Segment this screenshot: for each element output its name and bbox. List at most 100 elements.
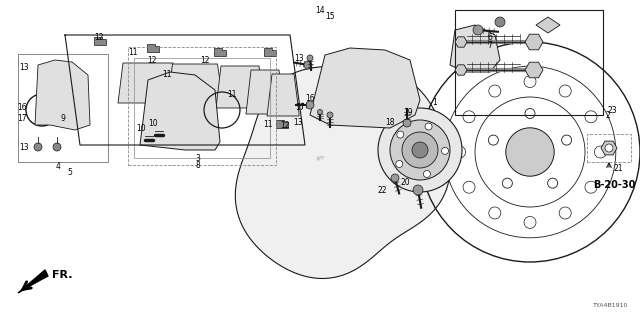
- Text: 12: 12: [94, 33, 104, 42]
- Circle shape: [489, 207, 501, 219]
- Circle shape: [327, 112, 333, 118]
- Text: 13: 13: [19, 142, 29, 151]
- Polygon shape: [450, 25, 500, 72]
- Text: 16: 16: [305, 93, 315, 102]
- Circle shape: [489, 85, 501, 97]
- Text: 9: 9: [61, 114, 65, 123]
- Text: 11: 11: [227, 90, 237, 99]
- Text: A/n: A/n: [315, 155, 325, 162]
- Polygon shape: [525, 62, 543, 78]
- Polygon shape: [536, 17, 560, 33]
- Text: 4: 4: [56, 162, 60, 171]
- Circle shape: [412, 142, 428, 158]
- Circle shape: [495, 17, 505, 27]
- Circle shape: [402, 132, 438, 168]
- Circle shape: [473, 25, 483, 35]
- Text: 13: 13: [19, 62, 29, 71]
- Text: 20: 20: [400, 178, 410, 187]
- Circle shape: [306, 101, 314, 109]
- Circle shape: [304, 61, 312, 69]
- Bar: [134, 58, 270, 158]
- Text: 6: 6: [488, 33, 492, 42]
- Circle shape: [391, 174, 399, 182]
- Text: 2: 2: [605, 110, 611, 119]
- Circle shape: [585, 181, 597, 193]
- Text: 11: 11: [163, 69, 172, 78]
- Text: 12: 12: [147, 55, 157, 65]
- Circle shape: [413, 185, 423, 195]
- Text: 13: 13: [293, 117, 303, 126]
- Circle shape: [396, 160, 403, 167]
- Text: 5: 5: [68, 167, 72, 177]
- Text: 11: 11: [263, 119, 273, 129]
- Text: 1: 1: [433, 98, 437, 107]
- Polygon shape: [35, 60, 90, 130]
- Circle shape: [559, 85, 572, 97]
- Bar: [128, 47, 276, 165]
- Circle shape: [502, 178, 513, 188]
- Circle shape: [378, 108, 462, 192]
- Circle shape: [34, 143, 42, 151]
- Circle shape: [317, 109, 323, 115]
- Circle shape: [424, 171, 430, 178]
- Circle shape: [425, 123, 432, 130]
- Polygon shape: [601, 141, 617, 155]
- Text: 18: 18: [385, 117, 395, 126]
- Circle shape: [463, 111, 475, 123]
- Circle shape: [585, 111, 597, 123]
- Text: 23: 23: [607, 106, 617, 115]
- Polygon shape: [168, 64, 223, 102]
- Polygon shape: [264, 48, 276, 56]
- Text: TYA4B1910: TYA4B1910: [593, 303, 628, 308]
- Text: 10: 10: [136, 124, 146, 132]
- Polygon shape: [147, 44, 159, 52]
- Polygon shape: [216, 66, 264, 108]
- Text: 13: 13: [294, 53, 304, 62]
- Circle shape: [562, 135, 572, 145]
- Circle shape: [548, 178, 557, 188]
- Text: 8: 8: [196, 161, 200, 170]
- Circle shape: [488, 135, 499, 145]
- Text: 11: 11: [128, 47, 138, 57]
- Text: 22: 22: [377, 186, 387, 195]
- Text: B-20-30: B-20-30: [593, 180, 635, 190]
- Circle shape: [53, 143, 61, 151]
- Polygon shape: [267, 74, 299, 116]
- Text: 17: 17: [295, 102, 305, 111]
- Text: 16: 16: [17, 102, 27, 111]
- Text: 3: 3: [196, 154, 200, 163]
- Polygon shape: [310, 48, 420, 128]
- Circle shape: [403, 119, 411, 127]
- Circle shape: [463, 181, 475, 193]
- Circle shape: [524, 216, 536, 228]
- Polygon shape: [140, 72, 220, 150]
- Circle shape: [307, 55, 313, 61]
- Polygon shape: [94, 37, 106, 45]
- Circle shape: [605, 144, 613, 152]
- Circle shape: [442, 148, 449, 154]
- Circle shape: [524, 76, 536, 88]
- Polygon shape: [214, 48, 226, 56]
- Circle shape: [506, 128, 554, 176]
- Circle shape: [525, 108, 535, 118]
- Polygon shape: [276, 120, 288, 128]
- Polygon shape: [455, 65, 467, 75]
- Text: 15: 15: [325, 12, 335, 20]
- Polygon shape: [525, 34, 543, 50]
- Circle shape: [454, 146, 466, 158]
- Polygon shape: [118, 63, 178, 103]
- Circle shape: [559, 207, 572, 219]
- Text: 17: 17: [17, 114, 27, 123]
- Polygon shape: [18, 270, 48, 293]
- Bar: [455, 10, 603, 115]
- Bar: [18, 54, 108, 162]
- Bar: [587, 134, 631, 162]
- Circle shape: [397, 131, 404, 138]
- Polygon shape: [455, 37, 467, 47]
- Text: 19: 19: [403, 108, 413, 116]
- Text: 10: 10: [148, 118, 158, 127]
- Text: 12: 12: [200, 55, 210, 65]
- Polygon shape: [246, 70, 284, 114]
- Circle shape: [595, 146, 607, 158]
- Polygon shape: [236, 66, 450, 278]
